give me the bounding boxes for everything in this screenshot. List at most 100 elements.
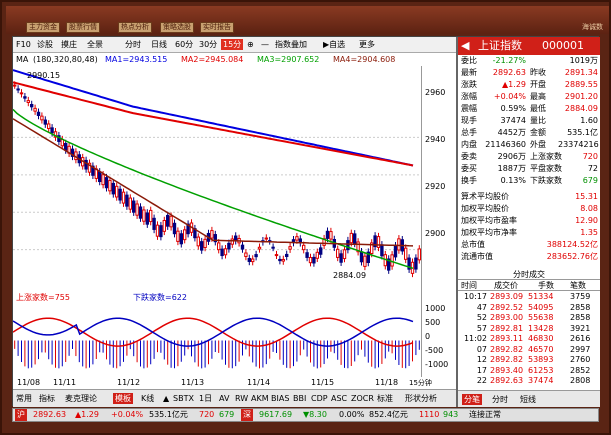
tab-asc[interactable]: ASC [331,394,348,403]
candle-body [295,236,299,241]
stat-value: 8.08 [580,204,598,213]
stat-value: 12.90 [575,216,598,225]
tab-common[interactable]: 常用 [16,394,32,403]
candle-body [183,229,187,241]
ma2-value: MA2=2945.084 [181,55,244,64]
candle-body [247,257,251,262]
candle-body [319,247,323,255]
tab-indicators[interactable]: 指标 [39,394,55,403]
candlesticks [13,81,421,278]
zoom-in-icon[interactable]: ⊕ [247,40,254,49]
y-label-2900: 2900 [425,229,446,238]
candle-body [115,185,119,198]
toolbar-daily[interactable]: 日线 [151,40,167,49]
tab-1day[interactable]: 1日 [199,394,213,403]
quote-label: 现手 [461,116,477,125]
ma4-line [13,118,414,247]
tab-cdp[interactable]: CDP [311,394,328,403]
tick-time: 22 [476,376,487,385]
tab-mike[interactable]: 麦克理论 [65,394,97,403]
quote-value: 2884.09 [564,104,598,113]
candle-body [169,215,173,228]
toolbar-diagnose[interactable]: 诊股 [37,40,53,49]
toolbar-panorama[interactable]: 全景 [87,40,103,49]
quote-label: 最低 [530,104,546,113]
candle-body [329,231,333,240]
candle-body [373,235,377,248]
top-button-3[interactable]: 策略选股 [160,22,194,33]
quote-label: 内盘 [461,140,477,149]
candle-body [325,230,330,239]
candle-body [407,257,411,270]
tab-template[interactable]: 模板 [113,393,133,404]
toolbar-intraday[interactable]: 分时 [125,40,141,49]
quote-label: 涨幅 [461,92,477,101]
stat-label: 总市值 [461,240,485,249]
candle-body [278,258,282,262]
candle-body [152,217,156,230]
zoom-out-icon[interactable]: — [261,40,269,49]
candle-body [23,96,27,99]
quote-value: 4452万 [497,128,526,137]
price-chart[interactable]: 2990.15 2884.09 [13,66,421,291]
tab-shortline[interactable]: 短线 [520,395,536,404]
ticks-header: 时间 成交价 手数 笔数 [458,280,600,291]
tab-zocr[interactable]: ZOCR [351,394,374,403]
candle-body [125,194,129,207]
tab-av[interactable]: AV [219,394,230,403]
top-button-1[interactable]: 股票行情 [66,22,100,33]
tab-bbi[interactable]: BBI [293,394,307,403]
toolbar-more[interactable]: 更多 [359,40,375,49]
candle-body [223,248,228,256]
bottom-indicator-tabs: 常用 指标 麦克理论 模板 K线 ▲ SBTX 1日 AV RW AKM BIA… [13,389,456,407]
toolbar-60min[interactable]: 60分 [175,40,194,49]
stat-label: 加权平均市净率 [461,228,517,237]
tab-rw[interactable]: RW [235,394,249,403]
status-sh-change: ▲1.29 [75,410,99,419]
breadth-chart[interactable] [13,304,421,377]
quote-value: 2891.34 [564,68,598,77]
tab-standard[interactable]: 标准 [377,394,393,403]
title-bar: 主力资金 股票行情 热点分析 策略选股 实时报告 海诚数 [6,6,609,34]
top-button-2[interactable]: 热点分析 [118,22,152,33]
tab-shape[interactable]: 形状分析 [405,394,437,403]
tab-bias[interactable]: BIAS [271,394,290,403]
stat-row: 流通市值 283652.76亿 [458,251,600,263]
toolbar-dealer[interactable]: 摸庄 [61,40,77,49]
candle-body [274,254,279,257]
status-sh-down: 679 [219,410,235,419]
tab-sbtx[interactable]: SBTX [173,394,194,403]
candle-body [363,255,367,267]
candle-body [230,238,234,245]
stat-label: 加权平均股价 [461,204,509,213]
candle-body [213,234,217,243]
tab-arrow-icon[interactable]: ▲ [163,394,170,403]
y-axis: 2960 2940 2920 2900 1000 500 0 -500 -100… [421,66,456,377]
tab-timeshare[interactable]: 分时 [492,395,508,404]
toolbar-15min[interactable]: 15分 [221,39,244,50]
quote-row: 委买 1887万 平盘家数 72 [458,163,600,175]
status-sz-change: ▼8.30 [303,410,327,419]
candle-body [308,257,313,264]
toolbar-index-overlay[interactable]: 指数叠加 [275,40,307,49]
tab-kline[interactable]: K线 [141,394,155,403]
tab-akm[interactable]: AKM [251,394,269,403]
tick-time: 07 [476,344,487,354]
connection-status[interactable]: 连接正常 [469,410,501,419]
toolbar-f10[interactable]: F10 [16,40,31,49]
menu-icon[interactable]: ◀ [461,39,470,52]
candle-body [13,84,17,87]
candle-body [376,236,381,248]
quote-label: 最新 [461,68,477,77]
tab-ticks[interactable]: 分笔 [462,394,482,405]
toolbar-30min[interactable]: 30分 [199,40,218,49]
y-ind-label-1: 500 [425,318,441,327]
status-sh-amount: 535.1亿元 [149,410,188,419]
top-button-0[interactable]: 主力资金 [26,22,60,33]
toolbar-watchlist[interactable]: ▶自选 [323,40,346,49]
stat-label: 算术平均股价 [461,192,509,201]
top-button-4[interactable]: 实时报告 [200,22,234,33]
candle-body [251,258,255,263]
quote-label: 委买 [461,164,477,173]
tick-hands: 46570 [528,344,554,354]
